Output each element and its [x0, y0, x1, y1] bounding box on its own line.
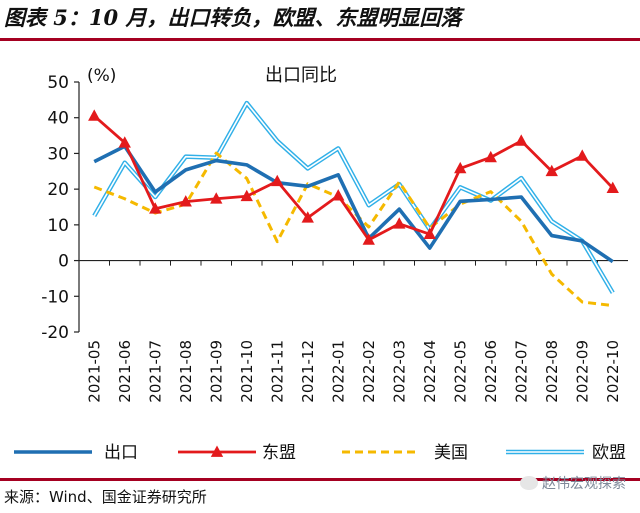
x-tick-label: 2021-07: [146, 340, 164, 403]
bottom-divider: [0, 478, 640, 481]
x-tick-label: 2022-02: [360, 340, 378, 403]
x-tick-label: 2021-05: [85, 340, 103, 403]
series-point-asean: [545, 164, 558, 177]
y-tick-label: 50: [47, 73, 69, 93]
x-tick-label: 2022-06: [482, 340, 500, 403]
watermark-label: 赵伟宏观探索: [542, 476, 626, 492]
source-note: 来源：Wind、国金证券研究所: [4, 488, 207, 506]
series-point-asean: [454, 161, 467, 174]
x-tick-label: 2022-09: [573, 340, 591, 403]
chart-axes: -20 -10 0 10 20 30 40 50 2021-05 2021-06 2021-07 20…: [41, 65, 628, 403]
x-tick-label: 2022-01: [329, 340, 347, 403]
series-point-asean: [484, 150, 497, 163]
y-tick-label: -10: [41, 287, 69, 307]
y-tick-label: 40: [47, 109, 69, 129]
x-tick-label: 2021-11: [268, 340, 286, 403]
series-point-asean: [271, 174, 284, 187]
watermark: 赵伟宏观探索: [520, 474, 626, 494]
x-tick-label: 2021-12: [299, 340, 317, 403]
series-point-asean: [576, 149, 589, 161]
legend-label: 出口: [104, 443, 138, 463]
line-chart: -20 -10 0 10 20 30 40 50 2021-05 2021-06 2021-07 20…: [14, 65, 628, 463]
series-point-asean: [179, 195, 192, 207]
series-line-eu-inner: [93, 102, 614, 294]
series-point-asean: [362, 233, 375, 245]
series-point-asean: [515, 134, 528, 146]
x-tick-label: 2022-07: [512, 340, 530, 403]
x-tick-label: 2021-10: [238, 340, 256, 403]
series-point-asean: [210, 192, 223, 204]
y-tick-label: 0: [58, 252, 69, 272]
series-line-export: [93, 144, 614, 264]
series-point-asean: [301, 211, 314, 223]
y-tick-label: 10: [47, 216, 69, 236]
series-point-asean: [118, 136, 131, 148]
series-line-asean: [93, 114, 614, 242]
series-point-asean: [332, 189, 345, 201]
x-tick-label: 2021-08: [177, 340, 195, 403]
y-tick-label: -20: [41, 323, 69, 343]
series-point-asean: [423, 227, 436, 240]
x-tick-label: 2022-10: [604, 340, 622, 403]
series-point-asean: [393, 217, 406, 229]
chart-legend: 出口 东盟 美国 欧盟: [14, 443, 626, 463]
figure-title: 图表 5：10 月，出口转负，欧盟、东盟明显回落: [4, 5, 462, 30]
series-point-asean: [149, 202, 162, 214]
chart-title: 出口同比: [265, 65, 337, 86]
legend-label: 欧盟: [592, 443, 626, 463]
x-tick-label: 2021-06: [116, 340, 134, 403]
x-tick-label: 2022-05: [451, 340, 469, 403]
x-tick-label: 2021-09: [207, 340, 225, 403]
y-tick-label: 30: [47, 144, 69, 164]
series-point-asean: [88, 109, 101, 121]
legend-marker-asean: [210, 445, 224, 457]
series-point-asean: [240, 189, 253, 202]
title-divider: [0, 38, 640, 41]
y-tick-label: 20: [47, 180, 69, 200]
wechat-icon: [520, 476, 538, 490]
legend-label: 美国: [434, 443, 468, 463]
x-tick-label: 2022-08: [543, 340, 561, 403]
x-tick-label: 2022-04: [421, 340, 439, 403]
series-point-asean: [606, 181, 619, 193]
chart-series: [88, 100, 619, 308]
legend-label: 东盟: [262, 443, 296, 463]
x-tick-label: 2022-03: [390, 340, 408, 403]
y-unit-label: (%): [87, 66, 116, 86]
